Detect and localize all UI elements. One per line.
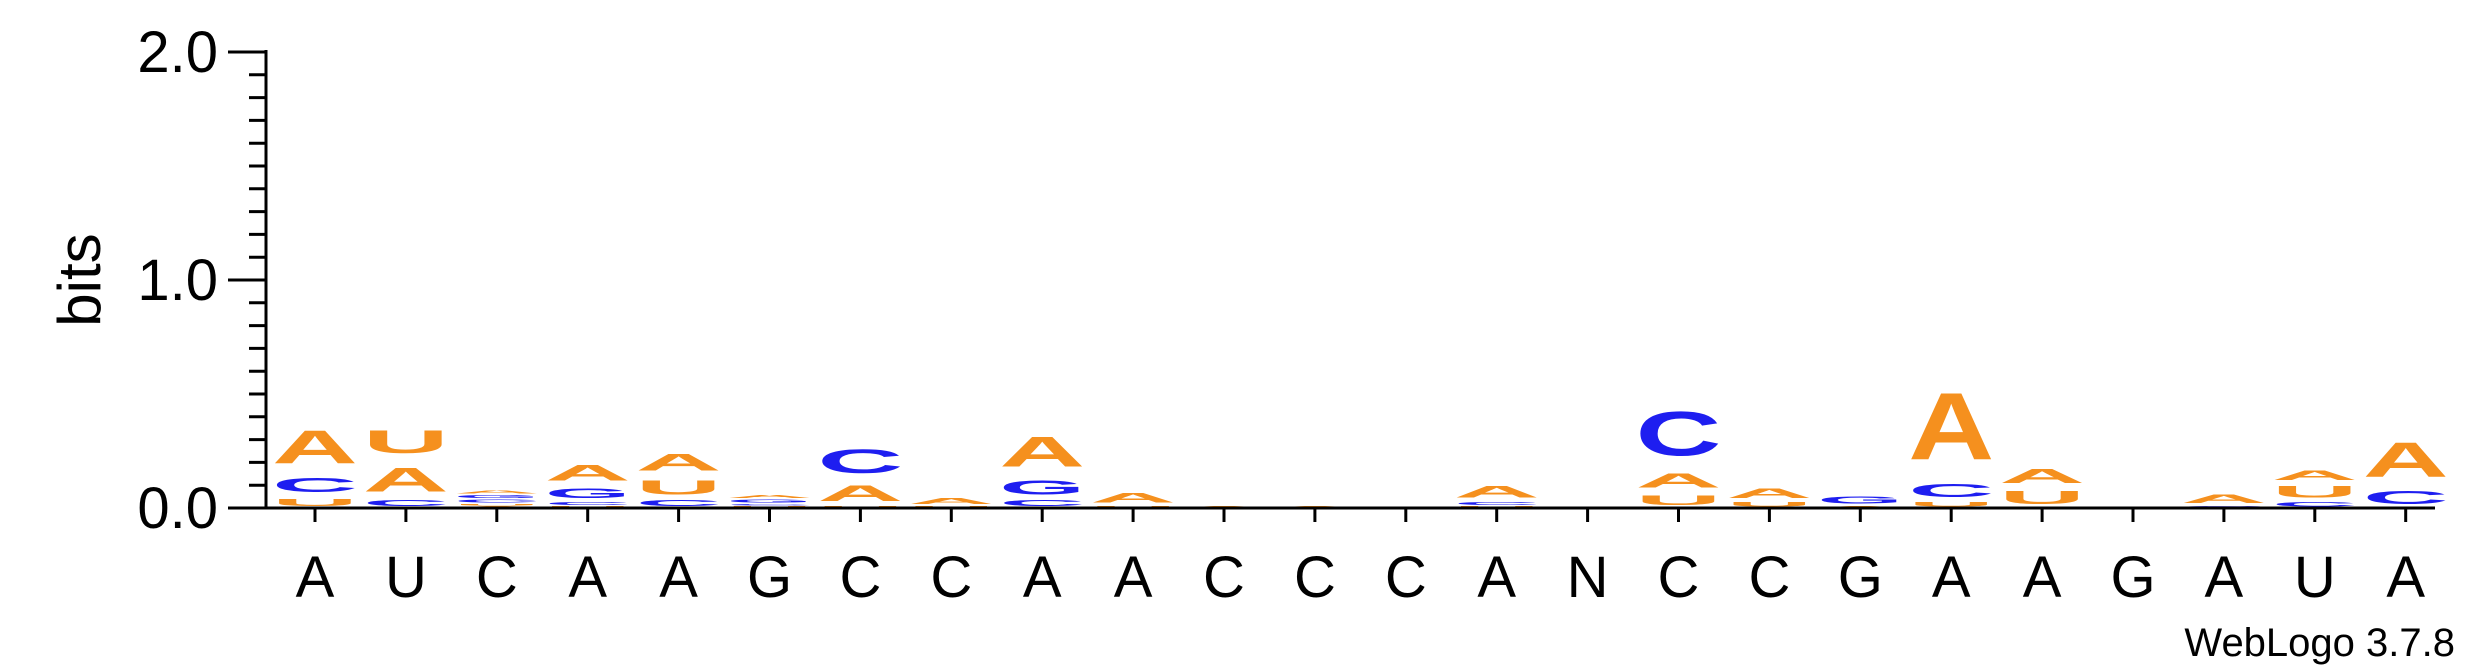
logo-letter-a: A xyxy=(2363,433,2449,487)
logo-letter-u: U xyxy=(272,496,358,507)
x-tick-label: C xyxy=(839,545,881,610)
logo-letter-a: A xyxy=(363,460,449,499)
logo-letter-a: A xyxy=(454,490,540,495)
letter-stacks: UCACAUAUCGAUCGACUAUCGAUACUACGAUAAAAUCAUA… xyxy=(272,373,2449,508)
logo-letter-a: A xyxy=(1090,490,1176,506)
x-tick-label: A xyxy=(296,545,335,610)
logo-letter-c: C xyxy=(999,499,1085,508)
x-tick-label: C xyxy=(1294,545,1336,610)
x-tick-label: G xyxy=(747,545,792,610)
logo-letter-a: A xyxy=(1636,469,1722,492)
logo-letter-u: U xyxy=(1635,492,1721,508)
x-tick-label: C xyxy=(476,545,518,610)
logo-letter-u: U xyxy=(1908,501,1994,508)
logo-letter-a: A xyxy=(545,460,631,485)
x-tick-label: A xyxy=(2205,545,2244,610)
logo-letter-c: C xyxy=(1636,399,1722,469)
logo-letter-a: A xyxy=(1454,483,1540,501)
logo-letter-a: A xyxy=(908,497,994,506)
x-tick-label: N xyxy=(1567,545,1609,610)
logo-letter-c: C xyxy=(727,503,813,505)
logo-letter-c: C xyxy=(545,501,631,506)
logo-letter-g: G xyxy=(999,476,1085,499)
logo-letter-a: A xyxy=(1908,373,1994,480)
x-tick-label: U xyxy=(2294,545,2336,610)
x-tick-label: A xyxy=(1023,545,1062,610)
x-tick-label: C xyxy=(1203,545,1245,610)
x-tick-label: A xyxy=(2386,545,2425,610)
x-tick-label: G xyxy=(2110,545,2155,610)
x-tick-label: C xyxy=(1385,545,1427,610)
axes xyxy=(264,50,2435,510)
logo-letter-g: G xyxy=(545,485,631,501)
logo-letter-c: C xyxy=(2363,488,2449,508)
logo-letter-a: A xyxy=(727,494,813,499)
logo-letter-c: C xyxy=(636,499,722,508)
x-tick-label: C xyxy=(930,545,972,610)
weblogo-credit: WebLogo 3.7.8 xyxy=(2184,621,2455,665)
y-tick-label: 0.0 xyxy=(137,476,218,541)
x-tick-label: A xyxy=(1477,545,1516,610)
x-tick-label: A xyxy=(568,545,607,610)
y-tick-label: 1.0 xyxy=(137,248,218,313)
logo-letter-u: U xyxy=(1999,488,2085,508)
x-tick-label: A xyxy=(659,545,698,610)
logo-letter-a: A xyxy=(272,422,358,474)
logo-letter-a: A xyxy=(999,428,1085,476)
x-tick-label: A xyxy=(2023,545,2062,610)
logo-letter-a: A xyxy=(2181,492,2267,506)
y-ticks: 0.0 1.0 2.0 xyxy=(137,20,266,541)
x-tick-label: A xyxy=(1932,545,1971,610)
logo-letter-a: A xyxy=(817,481,903,506)
logo-letter-a: A xyxy=(636,449,722,476)
logo-letter-c: C xyxy=(454,499,540,504)
x-tick-label: C xyxy=(1658,545,1700,610)
logo-letter-g: G xyxy=(727,499,813,504)
logo-letter-a: A xyxy=(2272,467,2358,483)
logo-letter-u: U xyxy=(363,424,449,460)
y-axis-label: bits xyxy=(46,233,113,326)
logo-letter-u: U xyxy=(1726,501,1812,508)
logo-letter-c: C xyxy=(2272,501,2358,508)
logo-letter-c: C xyxy=(1908,481,1994,501)
logo-letter-u: U xyxy=(2272,483,2358,501)
logo-letter-g: G xyxy=(454,494,540,499)
logo-letter-a: A xyxy=(1999,465,2085,488)
logo-letter-c: C xyxy=(272,474,358,497)
logo-letter-g: G xyxy=(1817,494,1903,505)
logo-letter-a: A xyxy=(1726,485,1812,501)
x-tick-label: A xyxy=(1114,545,1153,610)
logo-letter-u: U xyxy=(454,503,540,505)
x-tick-label: G xyxy=(1838,545,1883,610)
y-tick-label: 2.0 xyxy=(137,20,218,85)
x-tick-label: C xyxy=(1748,545,1790,610)
logo-letter-c: C xyxy=(1454,501,1540,506)
logo-letter-u: U xyxy=(636,476,722,499)
logo-letter-c: C xyxy=(363,499,449,508)
logo-letter-c: C xyxy=(817,442,903,481)
x-tick-label: U xyxy=(385,545,427,610)
